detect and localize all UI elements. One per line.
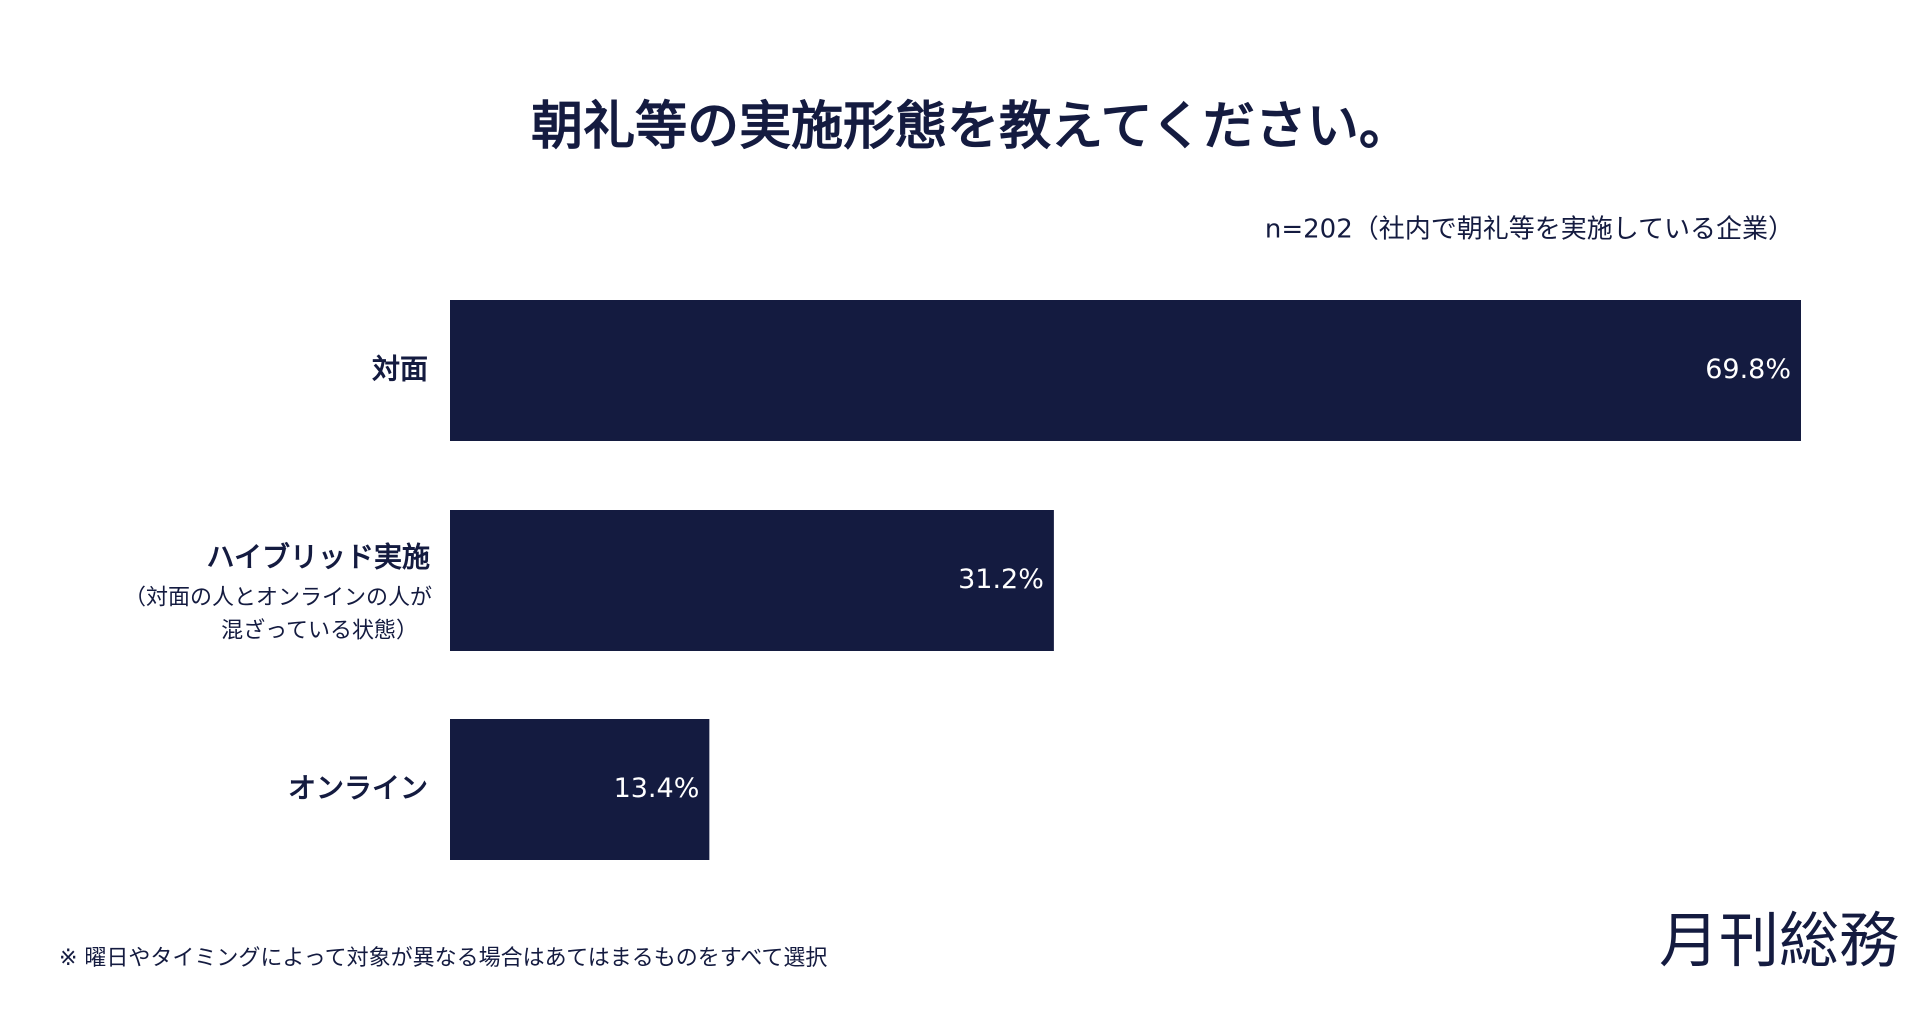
logo: 月刊総務	[1659, 907, 1899, 977]
chart-title: 朝礼等の実施形態を教えてください。	[531, 97, 1411, 157]
chart-subtitle: n=202（社内で朝礼等を実施している企業）	[1265, 215, 1794, 245]
value-label: 13.4%	[614, 773, 700, 804]
bar	[450, 719, 710, 860]
footnote: ※ 曜日やタイミングによって対象が異なる場合はあてはまるものをすべて選択	[59, 946, 827, 971]
category-note: 混ざっている状態）	[221, 618, 418, 644]
value-label: 31.2%	[958, 564, 1044, 595]
category-label: 対面	[372, 353, 428, 386]
category-label: ハイブリッド実施	[207, 541, 430, 574]
value-label: 69.8%	[1705, 354, 1791, 385]
category-label: オンライン	[288, 772, 428, 805]
bar	[450, 300, 1801, 441]
category-note: （対面の人とオンラインの人が	[124, 586, 432, 611]
bar	[450, 510, 1054, 651]
